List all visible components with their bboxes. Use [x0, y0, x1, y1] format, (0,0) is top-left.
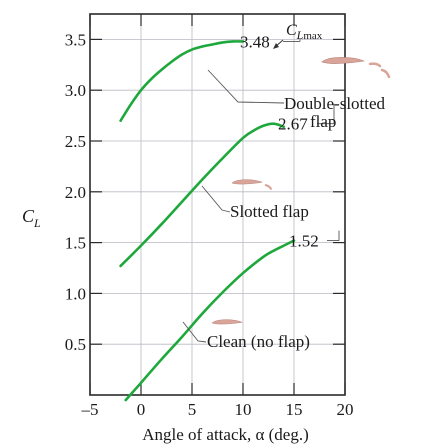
double-slotted-label-line2: flap: [310, 112, 336, 131]
clean-airfoil-icon: [211, 319, 244, 325]
y-axis-label: CL: [22, 206, 41, 230]
y-tick-label: 2.0: [65, 183, 86, 202]
flap-element: [368, 62, 382, 68]
double-slotted-max-label: 3.48: [240, 32, 270, 51]
slotted-max-label: 2.67: [278, 115, 308, 134]
slotted-flap-callout: [201, 185, 231, 213]
clmax-arrowhead: [273, 43, 279, 49]
grid: [90, 14, 345, 395]
airfoil-shape: [211, 319, 244, 325]
x-tick-label: 10: [235, 400, 252, 419]
double-slotted-callout: [207, 69, 285, 104]
y-axis-label-main: C: [22, 206, 35, 226]
series-double-slotted-flap: [119, 40, 245, 122]
double-slotted-label: Double-slotted: [284, 94, 386, 113]
double-slotted-airfoil-icon: [321, 57, 391, 79]
clean-label: Clean (no flap): [207, 332, 310, 351]
y-axis-label-sub: L: [33, 216, 41, 230]
x-tick-label: 0: [137, 400, 146, 419]
slotted-airfoil-icon: [231, 179, 272, 190]
slotted-flap-label: Slotted flap: [230, 202, 309, 221]
y-tick-label: 1.5: [65, 234, 86, 253]
series: [119, 40, 296, 402]
series-clean: [124, 239, 296, 402]
clmax-label: CLmax: [286, 22, 323, 42]
x-tick-label: –5: [81, 400, 99, 419]
clean-callout: [182, 321, 207, 343]
y-tick-label: 3.0: [65, 81, 86, 100]
y-tick-label: 1.0: [65, 284, 86, 303]
plot-frame: [89, 13, 346, 396]
x-axis-label: Angle of attack, α (deg.): [142, 425, 309, 444]
clmax-label-part: C: [286, 22, 297, 39]
airfoil-icons: [211, 57, 391, 325]
airfoil-shape: [321, 57, 366, 64]
flap-element: [264, 184, 272, 190]
y-tick-label: 3.5: [65, 30, 86, 49]
y-tick-label: 0.5: [65, 335, 86, 354]
axes: –5 0 5 10 15 20 0.5 1.0 1.5 2.0 2.5 3.0 3.5 Angle of …: [22, 13, 354, 444]
clmax-label-part: max: [303, 30, 322, 42]
x-tick-label: 20: [337, 400, 354, 419]
x-tick-label: 15: [286, 400, 303, 419]
flap-element: [380, 68, 391, 79]
clmax-label-part: L: [296, 28, 304, 42]
series-slotted-flap: [119, 122, 286, 268]
x-tick-label: 5: [188, 400, 197, 419]
airfoil-shape: [231, 179, 264, 185]
clean-max-label: 1.52: [289, 232, 319, 251]
y-tick-label: 2.5: [65, 132, 86, 151]
